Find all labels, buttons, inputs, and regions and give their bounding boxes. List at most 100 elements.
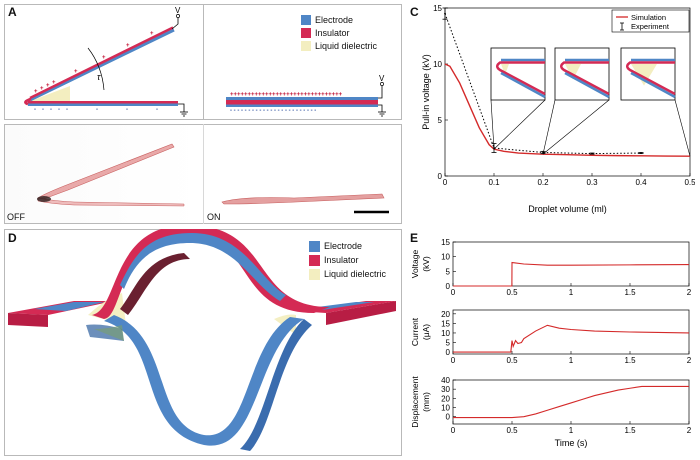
chart-c-experiment-point [591,152,593,155]
svg-text:- - - - - - - - - - - - - - -: - - - - - - - - - - - - - - - - - - - - … [230,108,316,114]
chart-c-simulation-line [444,63,691,157]
svg-text:+: + [46,83,50,89]
chart-e-current-xtick-label: 0.5 [506,356,518,365]
chart-e-voltage-line [453,261,690,287]
off-label: OFF [7,212,25,222]
chart-c-xtick-label: 0.5 [684,178,695,187]
chart-e-voltage-xtick-label: 1.5 [624,288,636,297]
chart-c-ytick-label: 5 [438,116,443,125]
chart-e-current-ytick-label: 0 [446,348,451,357]
voltage-wire-right [378,86,383,99]
ground-wire-left [178,103,185,112]
chart-c-xtick-label: 0.3 [586,178,598,187]
legend-item-liquid: Liquid dielectric [301,39,377,52]
legend-label-insulator: Insulator [315,27,350,38]
chart-e-voltage-ytick-label: 10 [441,253,450,262]
on-upper-insulator [226,99,378,102]
chart-e-displacement-xtick-label: 1 [569,426,574,435]
left-flange-electrode [34,302,104,311]
chart-c-ytick-label: 15 [433,4,442,13]
chart-c-xlabel: Droplet volume (ml) [528,204,607,214]
chart-e-voltage-axes-frame [452,241,690,287]
legend-swatch-liquid [301,40,311,51]
chart-e-voltage-ylabel-line2: (kV) [421,256,431,272]
on-lower-insulator [226,102,378,105]
chart-c-inset-liquid [565,64,581,80]
panel-b-photos [5,125,389,223]
upper-arch-inner [120,253,190,315]
chart-e-current-ytick-label: 10 [441,329,450,338]
chart-e-voltage-xtick-label: 2 [687,288,692,297]
panel-d-letter: D [8,231,17,245]
chart-c-legend-exp-label: Experiment [631,22,670,31]
panel-b-divider [203,124,204,224]
hinge-curve [24,97,32,106]
chart-e-displacement-ytick-label: 0 [446,413,451,422]
chart-e-displacement-xtick-label: 1.5 [624,426,636,435]
d-legend-item-insulator: Insulator [309,253,386,267]
chart-c-inset-liquid [501,64,509,75]
svg-text:+: + [34,89,38,95]
svg-text:+: + [74,69,78,75]
panel-a-divider [203,4,204,120]
d-legend-label-liquid: Liquid dielectric [324,269,387,279]
chart-c-experiment-line [444,13,642,155]
chart-c-inset-bottom-electrode [630,71,676,99]
chart-e-displacement-xlabel: Time (s) [555,438,588,448]
chart-e-voltage-xtick-label: 0.5 [506,288,518,297]
chart-e-displacement-ytick-label: 20 [441,394,450,403]
on-actuator-photo [221,193,385,205]
chart-e-displacement-xtick-label: 2 [687,426,692,435]
legend-item-electrode: Electrode [301,13,377,26]
legend-label-liquid: Liquid dielectric [315,40,378,51]
panel-a-letter: A [8,5,17,19]
on-upper-electrode [226,97,378,100]
chart-e-voltage-xtick-label: 1 [569,288,574,297]
d-legend-item-electrode: Electrode [309,239,386,253]
chart-e-current-ytick-label: 15 [441,319,450,328]
upper-arch-electrode [120,233,286,301]
chart-e-current-xtick-label: 0 [451,356,456,365]
voltage-terminal-left [176,14,180,18]
chart-e-current-ytick-label: 20 [441,310,450,319]
chart-e-displacement-ytick-label: 30 [441,385,450,394]
bottom-electrode [28,103,178,106]
panel-c-letter: C [410,5,419,19]
chart-e-voltage-ytick-label: 15 [441,238,450,247]
chart-e-voltage-xtick-label: 0 [451,288,456,297]
chart-e-displacement-ylabel-line2: (mm) [421,392,431,412]
chart-e-displacement-xtick-label: 0.5 [506,426,518,435]
chart-c-inset-pointer [542,99,556,155]
svg-text:-: - [42,107,44,113]
panel-e-letter: E [410,231,419,245]
chart-c-ytick-label: 0 [438,172,443,181]
chart-e-current-xtick-label: 1.5 [624,356,636,365]
ground-wire-right [378,104,383,112]
chart-e-displacement-line [453,385,689,419]
chart-c-inset-pointer [493,99,546,150]
chart-e-current-xtick-label: 2 [687,356,692,365]
ground-icon-right [378,111,386,117]
legend-label-electrode: Electrode [315,14,354,25]
chart-c: 0 0.1 0.2 0.3 0.4 0.5 0 5 10 15 Droplet volume (ml… [421,4,695,214]
panel-d-legend: Electrode Insulator Liquid dielectric [309,239,386,281]
d-legend-swatch-insulator [309,254,320,266]
svg-text:++++++++++++++++++++++++++++++: ++++++++++++++++++++++++++++++++ [230,92,343,98]
on-lower-electrode [226,104,378,107]
chart-c-legend-box [611,9,690,33]
svg-text:+: + [126,43,130,49]
voltage-symbol-left: V [175,6,181,15]
on-upper-charges: ++++++++++++++++++++++++++++++++ [230,92,343,98]
chart-c-inset-liquid [631,64,657,86]
chart-e-current-line [453,324,690,353]
svg-text:+: + [150,31,154,37]
d-legend-item-liquid: Liquid dielectric [309,267,386,281]
ground-icon [180,111,188,117]
chart-c-inset-bottom-electrode [500,71,546,99]
on-label: ON [207,212,221,222]
chart-e-current-ylabel-line2: (μA) [421,324,431,340]
panel-a-legend: Electrode Insulator Liquid dielectric [301,13,377,52]
chart-c-ylabel: Pull-in voltage (kV) [421,54,431,130]
chart-c-inset-bottom-insulator [496,60,546,96]
